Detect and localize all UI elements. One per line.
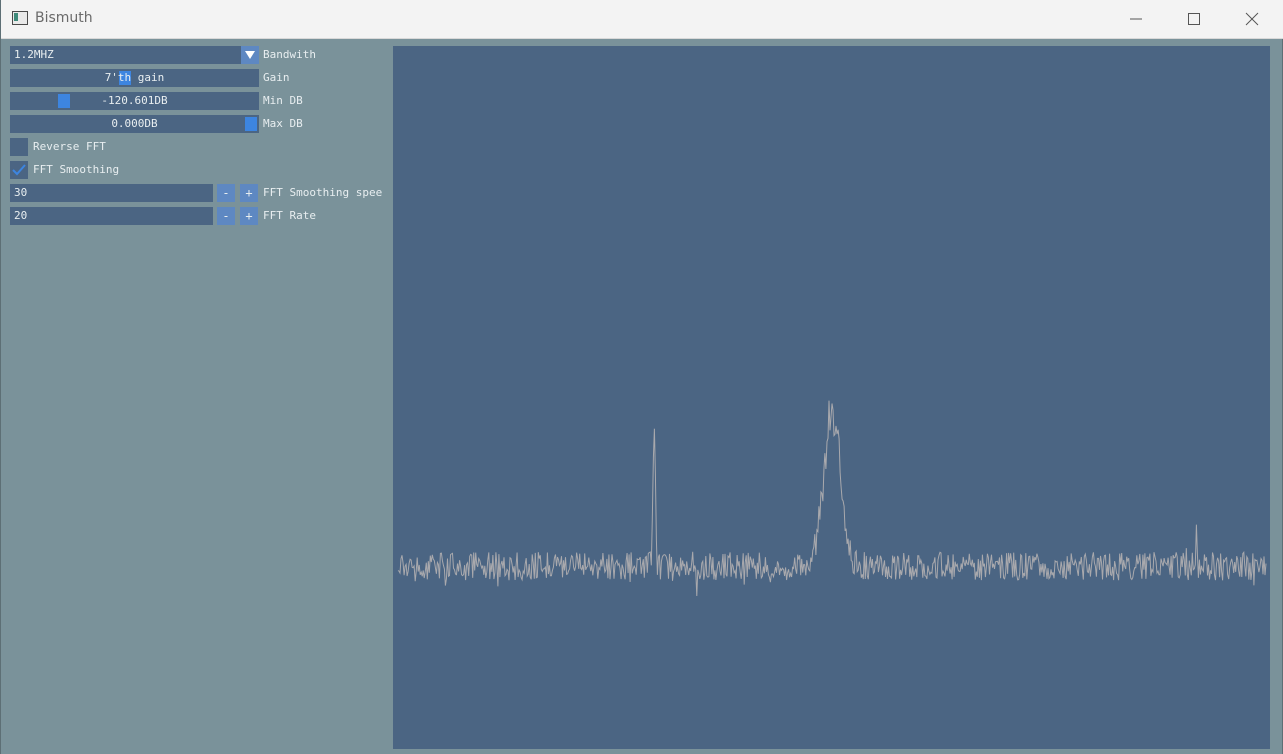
gain-slider[interactable]: 7'th gain (10, 69, 259, 87)
max-db-slider-grab[interactable] (245, 117, 257, 131)
fft-rate-value: 20 (14, 209, 28, 222)
fft-smoothing-label: FFT Smoothing (33, 163, 120, 176)
maximize-button[interactable] (1165, 0, 1223, 38)
spectrum-line (397, 400, 1267, 597)
triangle-down-icon (245, 51, 255, 59)
spectrum-canvas (397, 400, 1267, 597)
gain-value: 7'th gain (104, 71, 165, 84)
smoothing-speed-value: 30 (14, 186, 28, 199)
close-icon (1245, 12, 1259, 26)
minimize-icon (1130, 18, 1142, 20)
min-db-value: -120.601DB (101, 94, 168, 107)
bandwidth-select[interactable]: 1.2MHZ (10, 46, 241, 64)
min-db-label: Min DB (263, 94, 303, 107)
reverse-fft-checkbox[interactable] (10, 138, 28, 156)
bandwidth-value: 1.2MHZ (14, 48, 54, 61)
fft-rate-plus-button[interactable]: + (240, 207, 258, 225)
max-db-label: Max DB (263, 117, 303, 130)
checkmark-icon (12, 164, 26, 176)
maximize-icon (1188, 13, 1200, 25)
smoothing-speed-label: FFT Smoothing spee (263, 186, 383, 199)
reverse-fft-label: Reverse FFT (33, 140, 106, 153)
smoothing-speed-minus-button[interactable]: - (217, 184, 235, 202)
bandwidth-label: Bandwith (263, 48, 316, 61)
window-title: Bismuth (35, 10, 93, 26)
title-bar[interactable]: Bismuth (1, 0, 1283, 39)
gain-label: Gain (263, 71, 290, 84)
smoothing-speed-plus-button[interactable]: + (240, 184, 258, 202)
max-db-slider[interactable]: 0.000DB (10, 115, 259, 133)
min-db-slider-grab[interactable] (58, 94, 70, 108)
bandwidth-dropdown-button[interactable] (241, 46, 259, 64)
close-button[interactable] (1223, 0, 1281, 38)
gain-slider-grab[interactable] (119, 71, 131, 85)
fft-rate-label: FFT Rate (263, 209, 316, 222)
max-db-value: 0.000DB (111, 117, 158, 130)
smoothing-speed-input[interactable]: 30 (10, 184, 213, 202)
min-db-slider[interactable]: -120.601DB (10, 92, 259, 110)
app-icon (12, 11, 28, 25)
fft-rate-input[interactable]: 20 (10, 207, 213, 225)
spectrum-plot[interactable] (393, 46, 1270, 749)
fft-smoothing-checkbox[interactable] (10, 161, 28, 179)
minimize-button[interactable] (1107, 0, 1165, 38)
fft-rate-minus-button[interactable]: - (217, 207, 235, 225)
